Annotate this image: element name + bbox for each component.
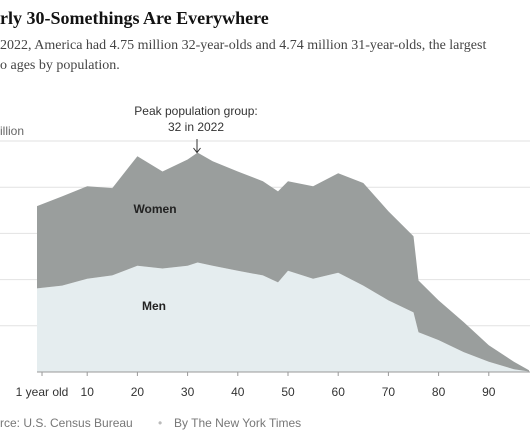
source: rce: U.S. Census Bureau <box>0 416 133 430</box>
x-tick-label: 30 <box>181 385 195 399</box>
annotation: 32 in 2022 <box>168 120 224 134</box>
separator: • <box>158 416 162 430</box>
x-tick-label: 50 <box>281 385 295 399</box>
x-tick-label: 1 year old <box>16 385 69 399</box>
chart-title: rly 30-Somethings Are Everywhere <box>0 8 269 28</box>
subtitle: 2022, America had 4.75 million 32-year-o… <box>0 38 486 53</box>
plot: illion Men Women 1 year old 10 20 30 40 50 60 70 80… <box>0 124 530 399</box>
x-tick-label: 80 <box>432 385 446 399</box>
x-tick-label: 10 <box>81 385 95 399</box>
annotation: Peak population group: <box>134 104 257 118</box>
annotation-arrow <box>193 147 201 154</box>
series-label: Women <box>133 202 176 216</box>
series-label: Men <box>142 299 166 313</box>
x-tick-label: 40 <box>231 385 245 399</box>
y-tick-label: illion <box>0 124 24 138</box>
credit: By The New York Times <box>174 416 301 430</box>
x-tick-label: 20 <box>131 385 145 399</box>
area <box>37 262 529 372</box>
subtitle: o ages by population. <box>0 58 120 73</box>
areas <box>37 152 530 373</box>
area <box>37 152 529 372</box>
x-tick-label: 90 <box>482 385 496 399</box>
x-tick-label: 70 <box>382 385 396 399</box>
labels: illion Men Women 1 year old 10 20 30 40 50 60 70 80… <box>0 124 496 399</box>
x-tick-label: 60 <box>332 385 346 399</box>
